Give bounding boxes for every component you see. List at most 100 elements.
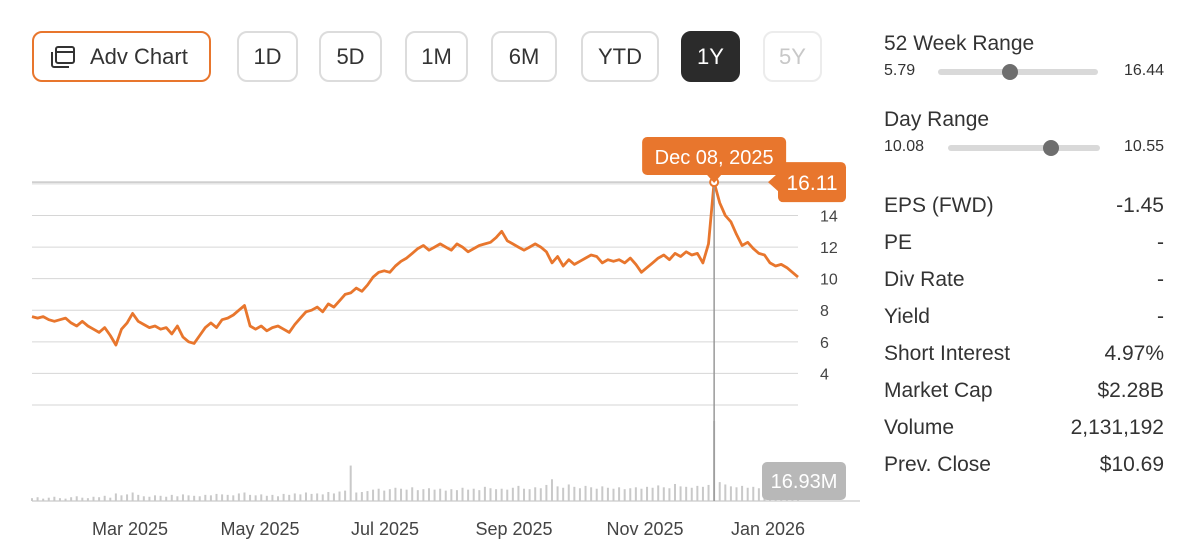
volume-bar: [623, 489, 626, 501]
volume-bar: [729, 486, 732, 501]
stat-label: Div Rate: [884, 268, 965, 291]
volume-bar: [590, 487, 593, 501]
range-button-1d[interactable]: 1D: [237, 31, 298, 82]
day-marker: [1043, 140, 1060, 156]
volume-bar: [377, 488, 380, 501]
volume-bar: [718, 482, 721, 501]
y-tick-label: 8: [820, 303, 829, 320]
volume-label-text: 16.93M: [771, 471, 838, 493]
volume-bar: [293, 493, 296, 501]
stat-label: Volume: [884, 416, 955, 439]
x-tick-label: Sep 2025: [475, 519, 552, 539]
stat-row: Short Interest 4.97%: [884, 338, 1164, 375]
volume-bar: [506, 489, 509, 501]
volume-bar: [467, 489, 470, 501]
price-tooltip-box: [778, 162, 846, 203]
y-tick-label: 10: [820, 272, 838, 289]
volume-bar: [618, 487, 621, 501]
stat-row: Div Rate -: [884, 264, 1164, 301]
volume-bar: [690, 487, 693, 501]
volume-bar: [360, 492, 363, 501]
price-tooltip-arrow: [768, 173, 778, 192]
volume-bar: [64, 498, 67, 501]
volume-bar: [226, 494, 229, 501]
volume-bar: [42, 498, 45, 501]
stat-value: -: [1157, 305, 1164, 328]
volume-bar: [338, 491, 341, 501]
volume-bar: [724, 484, 727, 501]
volume-bar: [651, 487, 654, 501]
price-line: [31, 180, 799, 347]
volume-bar: [741, 485, 744, 501]
volume-bar: [366, 491, 369, 501]
volume-bar: [422, 489, 425, 501]
range-button-5d[interactable]: 5D: [319, 31, 382, 82]
volume-bar: [165, 496, 168, 501]
volume-bar: [383, 490, 386, 501]
x-tick-label: May 2025: [220, 519, 299, 539]
volume-bar: [701, 486, 704, 501]
range-button-1m[interactable]: 1M: [405, 31, 468, 82]
chart-window-icon: [50, 45, 76, 69]
volume-bar: [98, 497, 101, 501]
stat-row: Yield -: [884, 301, 1164, 338]
volume-bar: [523, 488, 526, 501]
range-button-1y[interactable]: 1Y: [681, 31, 740, 82]
volume-bar: [327, 492, 330, 501]
volume-bar: [746, 487, 749, 501]
volume-bar: [372, 489, 375, 501]
adv-chart-label: Adv Chart: [90, 43, 188, 69]
y-tick-label: 4: [820, 366, 829, 383]
volume-bar: [109, 497, 112, 501]
week52-title: 52 Week Range: [884, 32, 1035, 55]
volume-bar: [75, 496, 78, 501]
volume-bar: [735, 487, 738, 501]
volume-bar: [332, 493, 335, 501]
week52-slider: [938, 64, 1098, 80]
volume-bar: [657, 485, 660, 501]
stat-label: Market Cap: [884, 379, 993, 402]
volume-bar: [299, 494, 302, 501]
volume-bar: [500, 488, 503, 501]
volume-bar: [215, 493, 218, 501]
range-button-ytd[interactable]: YTD: [581, 31, 659, 82]
volume-bar: [634, 487, 637, 501]
y-tick-label: 6: [820, 335, 829, 352]
volume-bar: [316, 493, 319, 501]
volume-bar: [416, 490, 419, 501]
volume-bar: [612, 488, 615, 501]
x-tick-label: Jul 2025: [351, 519, 419, 539]
volume-bar: [86, 498, 89, 501]
volume-bar: [254, 495, 257, 501]
y-tick-label: 14: [820, 208, 838, 225]
adv-chart-button[interactable]: Adv Chart: [32, 31, 211, 82]
volume-bar: [550, 479, 553, 501]
volume-bar: [304, 492, 307, 501]
volume-bar: [673, 483, 676, 501]
volume-bar: [142, 496, 145, 501]
volume-bar: [679, 486, 682, 501]
volume-bar: [483, 486, 486, 501]
stat-value: -: [1157, 268, 1164, 291]
volume-bar: [461, 487, 464, 501]
price-chart[interactable]: 4 6 8 10 12 14 Mar 2025 May 2025 Jul 2025 Sep 20…: [0, 96, 860, 558]
chart-grid: [32, 183, 860, 502]
volume-bar: [411, 487, 414, 501]
volume-bar: [131, 492, 134, 501]
volume-bar: [193, 495, 196, 501]
date-tooltip-box: [642, 137, 787, 175]
range-button-6m[interactable]: 6M: [491, 31, 557, 82]
stat-value: 2,131,192: [1070, 416, 1164, 439]
volume-bar: [170, 494, 173, 501]
x-tick-label: Mar 2025: [92, 519, 168, 539]
volume-bar: [556, 486, 559, 501]
volume-bar: [126, 494, 129, 501]
stat-row: Volume 2,131,192: [884, 412, 1164, 449]
stat-label: EPS (FWD): [884, 194, 994, 217]
date-tooltip-arrow: [707, 175, 722, 183]
volume-bar: [198, 496, 201, 501]
volume-bar: [757, 488, 760, 501]
volume-bar: [70, 497, 73, 501]
volume-bar: [321, 494, 324, 501]
volume-bar: [517, 485, 520, 501]
